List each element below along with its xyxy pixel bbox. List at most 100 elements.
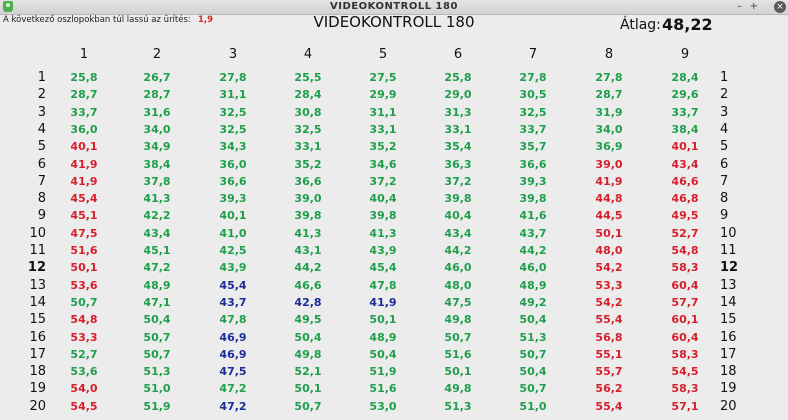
cell-r11-c3: 42,5 — [219, 244, 247, 257]
cell-r9-c7: 41,6 — [519, 209, 547, 222]
cell-r5-c3: 34,3 — [219, 140, 247, 153]
cell-r20-c2: 51,9 — [143, 400, 171, 413]
column-header-9: 9 — [680, 47, 690, 62]
cell-r7-c7: 39,3 — [519, 175, 547, 188]
cell-r1-c8: 27,8 — [595, 71, 623, 84]
cell-r8-c9: 46,8 — [671, 192, 699, 205]
row-label-left-4: 4 — [37, 122, 46, 137]
cell-r13-c2: 48,9 — [143, 279, 171, 292]
cell-r2-c3: 31,1 — [219, 88, 247, 101]
average-label: Átlag: — [620, 17, 661, 33]
cell-r8-c5: 40,4 — [369, 192, 397, 205]
cell-r20-c9: 57,1 — [671, 400, 699, 413]
cell-r2-c5: 29,9 — [369, 88, 397, 101]
close-button[interactable]: × — [774, 1, 786, 13]
cell-r20-c5: 53,0 — [369, 400, 397, 413]
cell-r18-c4: 52,1 — [294, 365, 322, 378]
cell-r19-c3: 47,2 — [219, 382, 247, 395]
cell-r12-c7: 46,0 — [519, 261, 547, 274]
cell-r4-c2: 34,0 — [143, 123, 171, 136]
cell-r17-c3: 46,9 — [219, 348, 247, 361]
cell-r3-c4: 30,8 — [294, 106, 322, 119]
row-label-right-11: 11 — [720, 243, 737, 258]
cell-r18-c2: 51,3 — [143, 365, 171, 378]
maximize-button[interactable]: + — [749, 1, 758, 12]
row-label-right-20: 20 — [720, 399, 737, 414]
cell-r6-c4: 35,2 — [294, 158, 322, 171]
cell-r13-c4: 46,6 — [294, 279, 322, 292]
cell-r19-c7: 50,7 — [519, 382, 547, 395]
cell-r9-c6: 40,4 — [444, 209, 472, 222]
cell-r9-c8: 44,5 — [595, 209, 623, 222]
cell-r19-c2: 51,0 — [143, 382, 171, 395]
cell-r14-c8: 54,2 — [595, 296, 623, 309]
cell-r17-c9: 58,3 — [671, 348, 699, 361]
cell-r10-c1: 47,5 — [70, 227, 98, 240]
row-label-right-14: 14 — [720, 295, 737, 310]
cell-r7-c6: 37,2 — [444, 175, 472, 188]
cell-r11-c7: 44,2 — [519, 244, 547, 257]
cell-r1-c3: 27,8 — [219, 71, 247, 84]
cell-r7-c2: 37,8 — [143, 175, 171, 188]
cell-r4-c7: 33,7 — [519, 123, 547, 136]
cell-r15-c2: 50,4 — [143, 313, 171, 326]
cell-r7-c3: 36,6 — [219, 175, 247, 188]
row-label-right-7: 7 — [720, 174, 729, 189]
cell-r12-c9: 58,3 — [671, 261, 699, 274]
row-label-left-6: 6 — [37, 157, 46, 172]
average-value: 48,22 — [662, 15, 713, 34]
row-label-left-10: 10 — [29, 226, 46, 241]
cell-r1-c5: 27,5 — [369, 71, 397, 84]
cell-r5-c9: 40,1 — [671, 140, 699, 153]
cell-r17-c2: 50,7 — [143, 348, 171, 361]
cell-r2-c1: 28,7 — [70, 88, 98, 101]
cell-r13-c3: 45,4 — [219, 279, 247, 292]
cell-r1-c1: 25,8 — [70, 71, 98, 84]
minimize-button[interactable]: – — [737, 1, 742, 12]
cell-r3-c2: 31,6 — [143, 106, 171, 119]
row-label-right-4: 4 — [720, 122, 729, 137]
cell-r6-c5: 34,6 — [369, 158, 397, 171]
cell-r2-c8: 28,7 — [595, 88, 623, 101]
column-header-6: 6 — [453, 47, 463, 62]
cell-r10-c9: 52,7 — [671, 227, 699, 240]
cell-r19-c1: 54,0 — [70, 382, 98, 395]
cell-r14-c7: 49,2 — [519, 296, 547, 309]
cell-r7-c5: 37,2 — [369, 175, 397, 188]
cell-r20-c8: 55,4 — [595, 400, 623, 413]
column-header-7: 7 — [528, 47, 538, 62]
slow-columns-notice: A következő oszlopokban túl lassú az ürí… — [3, 15, 191, 25]
row-label-left-13: 13 — [29, 278, 46, 293]
cell-r9-c5: 39,8 — [369, 209, 397, 222]
cell-r11-c8: 48,0 — [595, 244, 623, 257]
cell-r5-c5: 35,2 — [369, 140, 397, 153]
cell-r8-c4: 39,0 — [294, 192, 322, 205]
row-label-right-6: 6 — [720, 157, 729, 172]
cell-r4-c8: 34,0 — [595, 123, 623, 136]
cell-r19-c6: 49,8 — [444, 382, 472, 395]
cell-r16-c5: 48,9 — [369, 331, 397, 344]
column-header-3: 3 — [228, 47, 238, 62]
row-label-left-20: 20 — [29, 399, 46, 414]
cell-r4-c9: 38,4 — [671, 123, 699, 136]
row-label-right-15: 15 — [720, 312, 737, 327]
cell-r17-c8: 55,1 — [595, 348, 623, 361]
cell-r18-c9: 54,5 — [671, 365, 699, 378]
cell-r15-c7: 50,4 — [519, 313, 547, 326]
cell-r11-c2: 45,1 — [143, 244, 171, 257]
column-header-4: 4 — [303, 47, 313, 62]
cell-r16-c3: 46,9 — [219, 331, 247, 344]
row-label-left-2: 2 — [37, 87, 46, 102]
row-label-right-12: 12 — [720, 260, 739, 275]
cell-r7-c4: 36,6 — [294, 175, 322, 188]
cell-r10-c6: 43,4 — [444, 227, 472, 240]
cell-r10-c5: 41,3 — [369, 227, 397, 240]
cell-r9-c1: 45,1 — [70, 209, 98, 222]
row-label-left-12: 12 — [27, 260, 46, 275]
app-icon — [3, 1, 13, 12]
row-label-left-16: 16 — [29, 330, 46, 345]
cell-r20-c1: 54,5 — [70, 400, 98, 413]
cell-r13-c5: 47,8 — [369, 279, 397, 292]
row-label-left-18: 18 — [29, 364, 46, 379]
cell-r6-c3: 36,0 — [219, 158, 247, 171]
